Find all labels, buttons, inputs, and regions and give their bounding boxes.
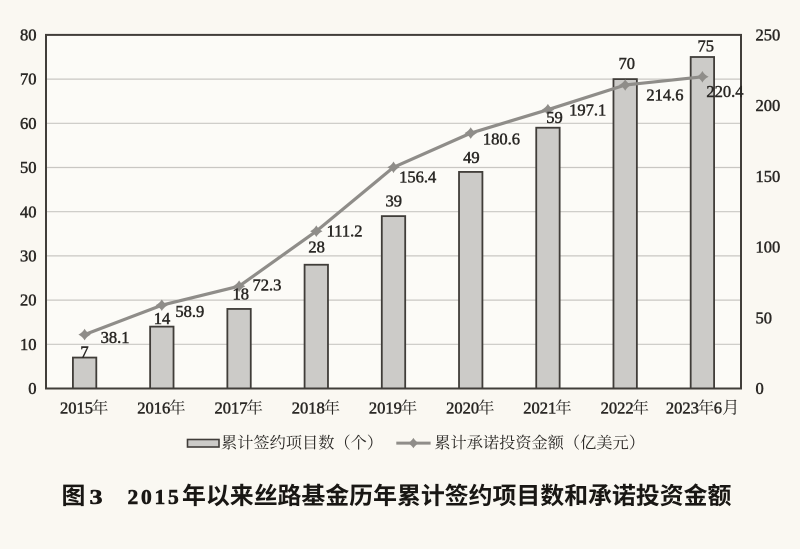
svg-text:59: 59	[546, 108, 563, 127]
svg-text:80: 80	[20, 26, 37, 45]
svg-text:0: 0	[141, 485, 152, 509]
svg-text:0: 0	[28, 379, 36, 398]
svg-text:2017: 2017	[215, 399, 248, 418]
svg-text:20: 20	[20, 291, 37, 310]
svg-text:156.4: 156.4	[399, 168, 436, 187]
svg-text:28: 28	[308, 237, 325, 256]
svg-text:58.9: 58.9	[175, 302, 204, 321]
svg-text:70: 70	[618, 54, 635, 73]
svg-text:14: 14	[154, 309, 171, 328]
svg-text:18: 18	[233, 284, 250, 303]
svg-text:6: 6	[714, 399, 722, 418]
svg-text:197.1: 197.1	[569, 101, 606, 120]
svg-text:2023: 2023	[666, 399, 699, 418]
svg-text:50: 50	[756, 308, 773, 327]
svg-text:7: 7	[80, 343, 88, 362]
svg-text:100: 100	[756, 238, 781, 257]
svg-text:50: 50	[20, 158, 37, 177]
svg-text:49: 49	[463, 148, 480, 167]
svg-text:2022: 2022	[601, 399, 634, 418]
svg-text:2019: 2019	[369, 399, 402, 418]
svg-text:111.2: 111.2	[327, 222, 363, 241]
svg-text:70: 70	[20, 70, 37, 89]
svg-text:10: 10	[20, 335, 37, 354]
svg-text:2015: 2015	[60, 399, 93, 418]
svg-text:38.1: 38.1	[101, 328, 130, 347]
svg-text:2018: 2018	[292, 399, 325, 418]
svg-text:3: 3	[90, 485, 103, 509]
svg-text:1: 1	[155, 485, 166, 509]
svg-text:72.3: 72.3	[253, 276, 282, 295]
svg-text:75: 75	[697, 36, 714, 55]
svg-text:214.6: 214.6	[646, 85, 683, 104]
svg-text:150: 150	[756, 167, 781, 186]
svg-text:30: 30	[20, 247, 37, 266]
svg-text:5: 5	[168, 485, 179, 509]
svg-text:200: 200	[756, 96, 781, 115]
svg-text:2020: 2020	[446, 399, 479, 418]
svg-text:39: 39	[386, 191, 403, 210]
svg-text:40: 40	[20, 202, 37, 221]
svg-text:220.4: 220.4	[706, 82, 743, 101]
svg-text:250: 250	[756, 26, 781, 45]
svg-text:2: 2	[128, 485, 139, 509]
svg-text:2021: 2021	[523, 399, 556, 418]
svg-text:2016: 2016	[137, 399, 170, 418]
svg-text:0: 0	[756, 379, 764, 398]
svg-text:180.6: 180.6	[483, 129, 520, 148]
svg-text:60: 60	[20, 114, 37, 133]
